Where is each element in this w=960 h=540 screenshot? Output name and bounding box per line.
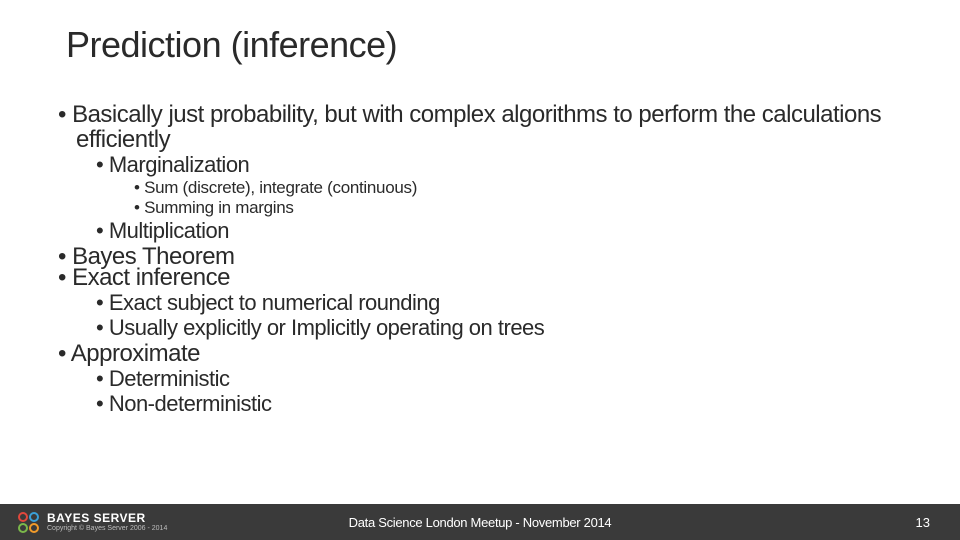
bullet-level2: Marginalization — [112, 152, 900, 177]
bullet-level1: Approximate — [76, 341, 900, 366]
bullet-level3: Sum (discrete), integrate (continuous) — [148, 178, 900, 198]
bullet-level2: Multiplication — [112, 218, 900, 243]
footer-bar: BAYES SERVER Copyright © Bayes Server 20… — [0, 504, 960, 540]
bullet-level2: Deterministic — [112, 366, 900, 391]
footer-caption: Data Science London Meetup - November 20… — [0, 515, 960, 530]
bullet-level3: Summing in margins — [148, 198, 900, 218]
page-number: 13 — [916, 515, 930, 530]
bullet-level2: Usually explicitly or Implicitly operati… — [112, 315, 900, 340]
bullet-level2: Non-deterministic — [112, 391, 900, 416]
bullet-level2: Exact subject to numerical rounding — [112, 290, 900, 315]
slide-title: Prediction (inference) — [66, 24, 397, 66]
bullet-level1: Exact inference — [76, 265, 900, 290]
slide: Prediction (inference) Basically just pr… — [0, 0, 960, 540]
slide-content: Basically just probability, but with com… — [76, 102, 900, 417]
bullet-level1: Basically just probability, but with com… — [76, 102, 900, 152]
